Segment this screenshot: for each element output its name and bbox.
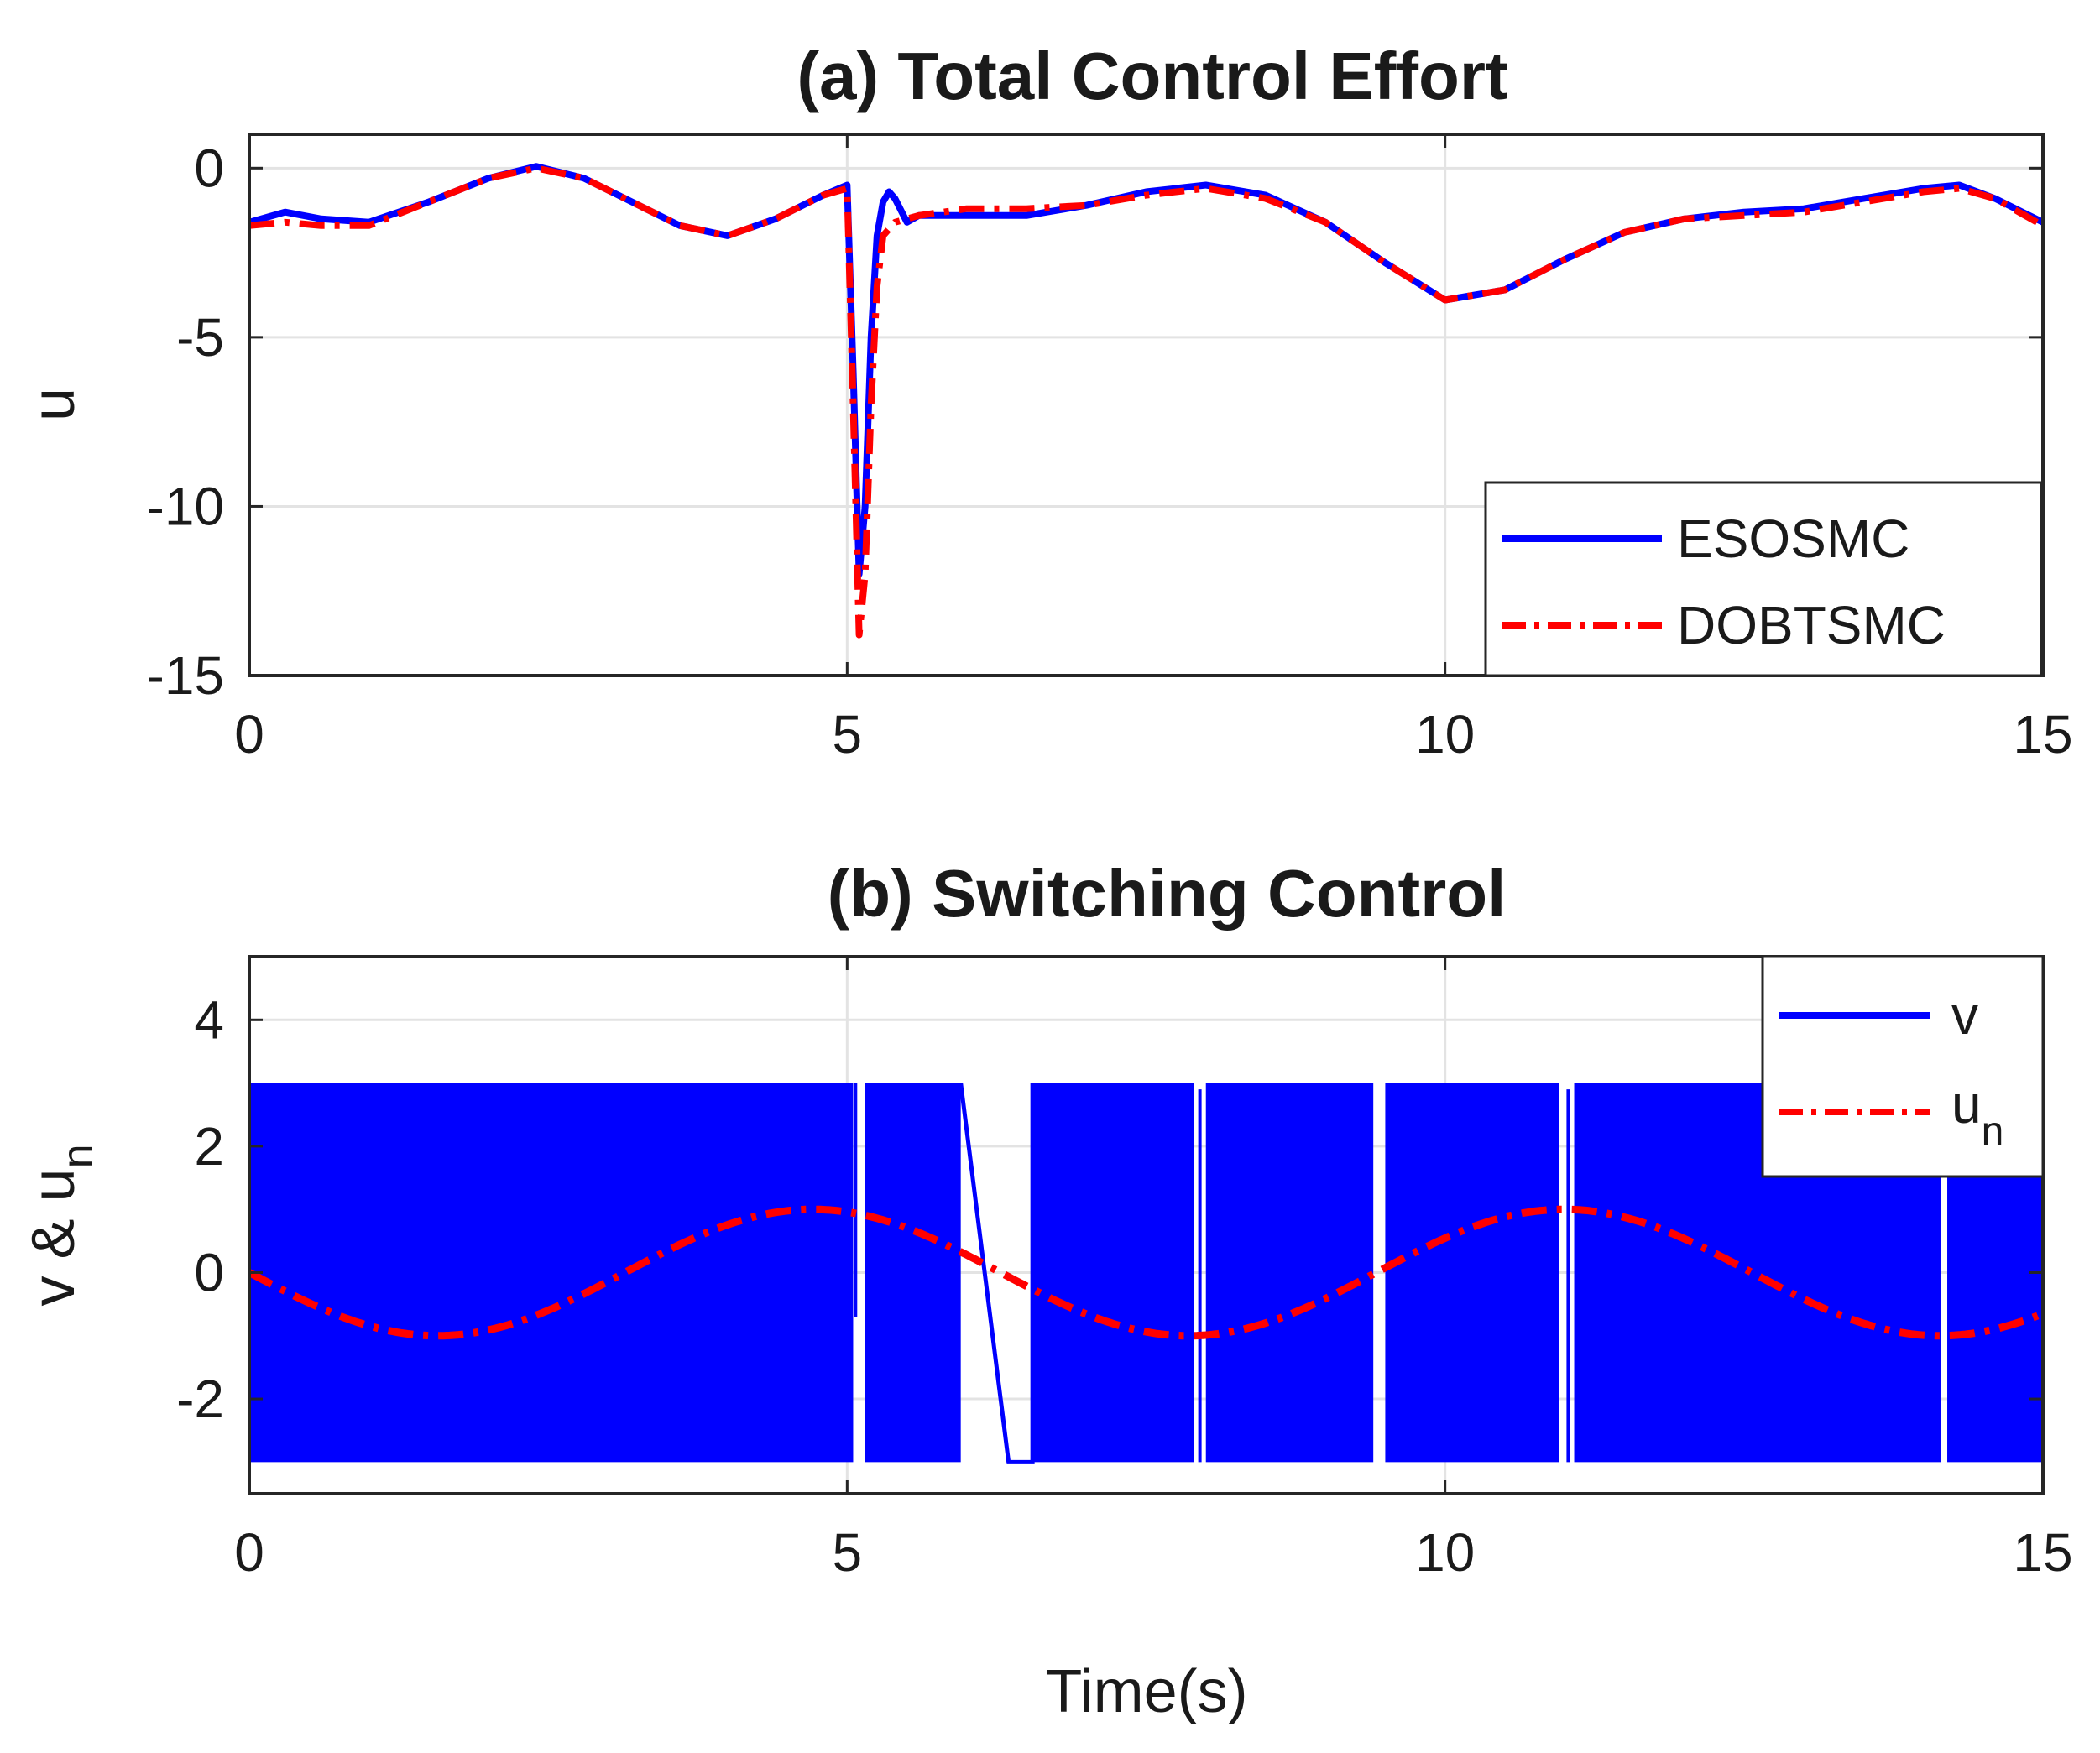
panel-a-legend: ESOSMC DOBTSMC [1484, 481, 2043, 677]
legend-v-label: v [1951, 985, 1978, 1046]
panel-b-legend: v un [1761, 955, 2045, 1178]
y-tick-label: -2 [176, 1369, 224, 1429]
panel-b-title: (b) Switching Control [828, 856, 1507, 931]
series-dobtsmc-line [248, 164, 2045, 639]
panel-a-legend-box [1484, 481, 2043, 677]
series-un-line [247, 1205, 2045, 1340]
panel-a-axes-box [248, 133, 2045, 677]
x-tick-label: 10 [1415, 704, 1475, 764]
panel-b-ylabel-main: v & u [20, 1168, 87, 1306]
series-v-switching-band [1205, 1083, 1374, 1463]
series-v-switching-band [249, 1083, 854, 1463]
series-v-switching-band [1385, 1083, 1559, 1463]
panel-b-ylabel: v & un [20, 1145, 102, 1307]
y-tick-label: -5 [176, 307, 224, 368]
x-tick-label: 0 [234, 704, 264, 764]
legend-un-label-sub: n [1982, 1109, 2004, 1154]
x-tick-label: 0 [234, 1522, 264, 1583]
legend-un-label-main: u [1951, 1074, 1982, 1135]
legend-esosmc-label: ESOSMC [1677, 509, 1909, 569]
legend-dobtsmc-label: DOBTSMC [1677, 595, 1946, 655]
x-tick-label: 5 [833, 1522, 863, 1583]
panel-a-total-control-effort: (a) Total Control Effort 0 5 10 15 0 -5 -10 -15… [20, 39, 2073, 764]
panel-a-title: (a) Total Control Effort [797, 39, 1507, 113]
series-v-switching-band [865, 1083, 961, 1463]
panel-b-ticks: 0 5 10 15 4 2 0 -2 [176, 957, 2073, 1583]
panel-b-legend-box [1761, 955, 2045, 1178]
x-tick-label: 5 [833, 704, 863, 764]
y-tick-label: 0 [194, 1242, 224, 1302]
series-v-switching-band [1032, 1083, 1194, 1463]
panel-a-ylabel: u [20, 388, 87, 421]
panel-a-ticks: 0 5 10 15 0 -5 -10 -15 [147, 134, 2073, 764]
y-tick-label: 0 [194, 138, 224, 198]
legend-un-label: un [1951, 1074, 2003, 1154]
x-tick-label: 15 [2013, 1522, 2072, 1583]
y-tick-label: 2 [194, 1116, 224, 1176]
panel-b-axes-box [248, 955, 2045, 1495]
panel-a-series [248, 163, 2045, 639]
series-v-transition [959, 1083, 1035, 1464]
y-tick-label: 4 [194, 989, 224, 1050]
panel-b-ylabel-sub: n [54, 1145, 102, 1169]
y-tick-label: -15 [147, 645, 225, 706]
panel-b-xlabel: Time(s) [1045, 1658, 1247, 1725]
y-tick-label: -10 [147, 476, 225, 536]
x-tick-label: 10 [1415, 1522, 1475, 1583]
x-tick-label: 15 [2013, 704, 2072, 764]
